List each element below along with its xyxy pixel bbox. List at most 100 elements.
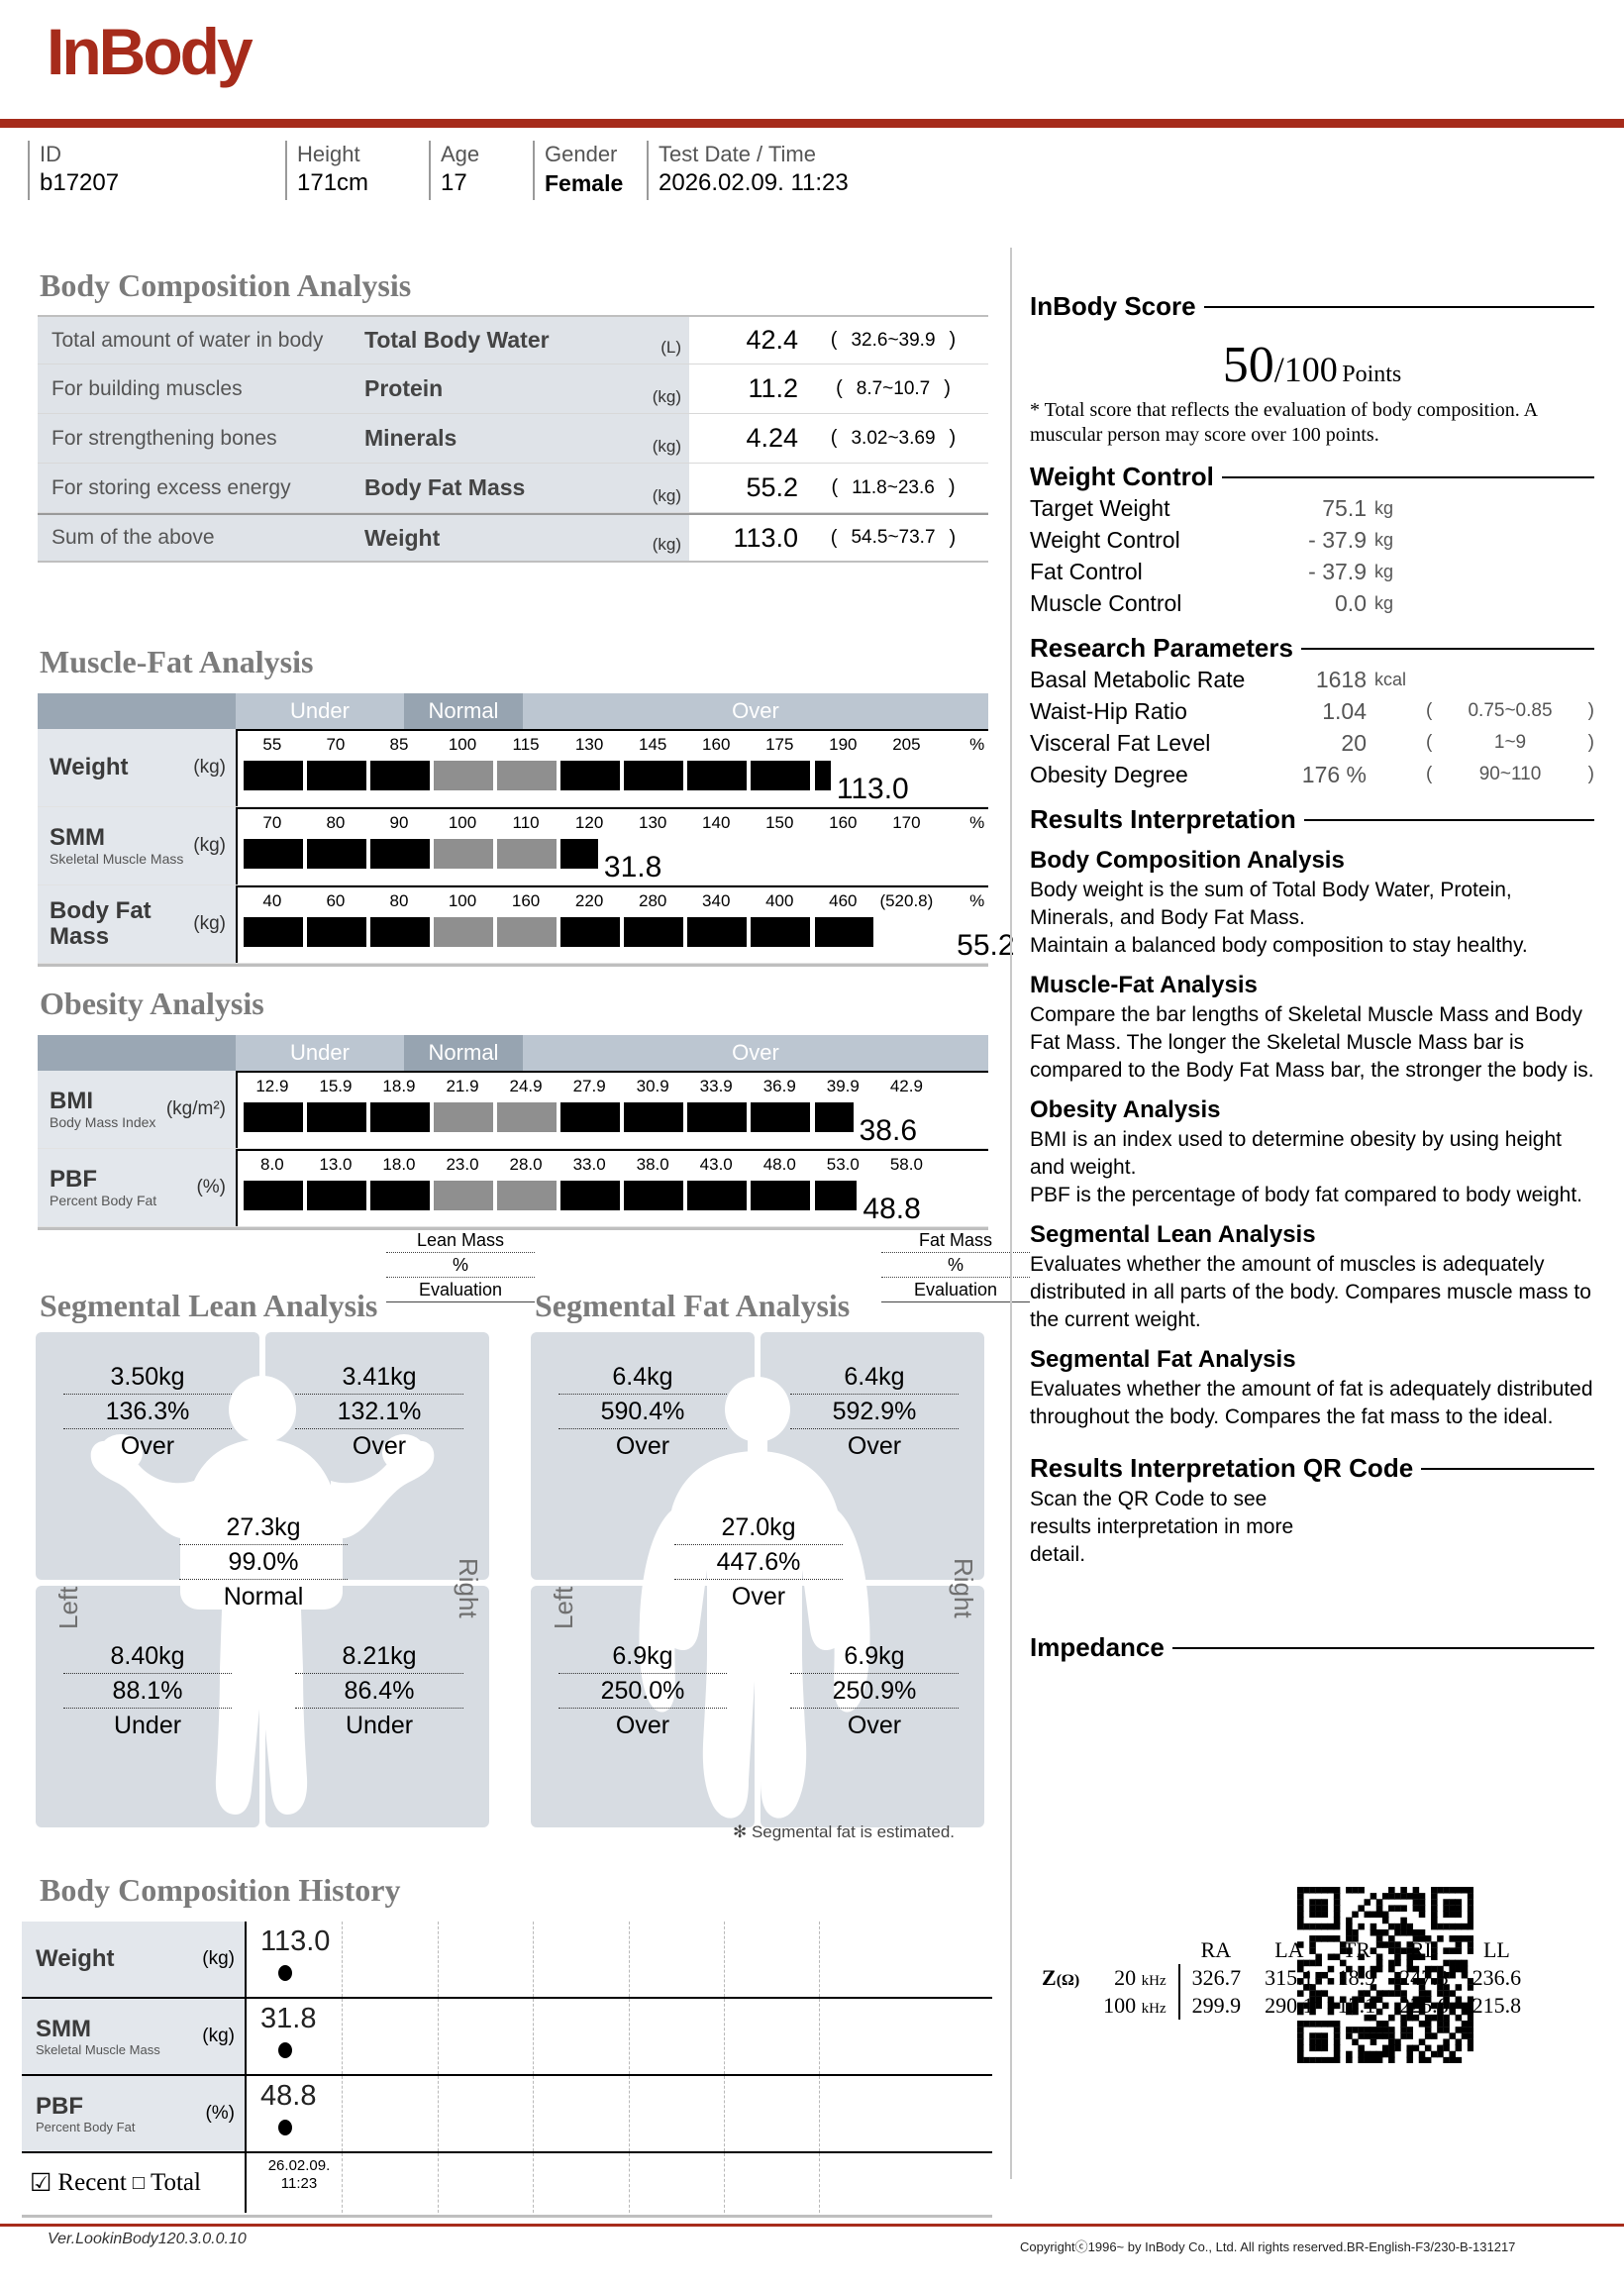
recent-label[interactable]: Recent	[57, 2169, 127, 2196]
axis-tick-label: 12.9	[255, 1077, 289, 1095]
row-value: - 37.9	[1308, 559, 1367, 584]
bar-segment	[751, 761, 811, 790]
bar-segment	[307, 917, 366, 947]
segment-right-arm-values: 3.41kg 132.1% Over	[295, 1360, 463, 1463]
info-value: Female	[545, 170, 624, 196]
chart-row: BMI Body Mass Index (kg/m²) 12.9 15.9 18.9 21.…	[38, 1071, 988, 1149]
axis-tick-label: 60	[326, 891, 346, 910]
plot-topline	[238, 729, 988, 731]
grid-line	[628, 1999, 630, 2074]
history-row-plot: 31.8	[245, 1999, 992, 2074]
info-value: 2026.02.09. 11:23	[659, 169, 849, 196]
row-unit: kg	[1374, 498, 1394, 518]
header-normal: Normal	[404, 693, 523, 729]
segment-mass: 8.40kg	[63, 1639, 232, 1674]
chart-row: Body Fat Mass (kg) 40 60 80 100 160 220 280 340 40…	[38, 885, 1015, 964]
row-label: Obesity Degree	[1030, 762, 1188, 787]
bar-segment	[244, 1181, 303, 1210]
interpretation-text: BMI is an index used to determine obesit…	[1030, 1128, 1582, 1206]
history-dates: 26.02.09. 11:23	[245, 2153, 992, 2213]
axis-tick-label: 53.0	[826, 1155, 860, 1174]
table-row: Sum of the above Weight (kg) 113.0 (54.5~73.…	[38, 513, 988, 563]
bar-segment	[814, 1181, 858, 1210]
axis-tick-label: 48.0	[762, 1155, 796, 1174]
row-value: 0.0	[1335, 590, 1367, 616]
bar-segment	[434, 917, 494, 947]
info-field-gender: Gender Female	[533, 141, 647, 200]
axis-tick-label: 130	[574, 735, 604, 754]
axis-tick-label: 340	[702, 891, 731, 910]
segment-mass: 3.50kg	[63, 1360, 232, 1395]
axis-tick-label: (520.8)	[879, 891, 934, 910]
segmental-lean-title: Segmental Lean Analysis	[40, 1288, 378, 1323]
segment-mass: 27.3kg	[179, 1510, 348, 1545]
rule	[1421, 1467, 1594, 1470]
history-scope-toggle[interactable]: ☑ Recent □ Total	[22, 2153, 245, 2213]
grid-line	[723, 2153, 725, 2213]
history-row-plot: 113.0	[245, 1922, 992, 1997]
segment-percent: 132.1%	[295, 1395, 463, 1429]
bar-segment	[497, 761, 558, 790]
bar-value: 55.2	[957, 929, 1015, 962]
chart-row-label: BMI Body Mass Index (kg/m²)	[38, 1071, 236, 1148]
legend-line: Fat Mass	[881, 1228, 1030, 1253]
bar-segment	[370, 1181, 431, 1210]
segment-left-leg-values: 8.40kg 88.1% Under	[63, 1639, 232, 1742]
axis-tick-label: 38.0	[636, 1155, 669, 1174]
row-unit: (kg)	[602, 515, 689, 561]
fat-legend: Fat Mass% Evaluation	[881, 1228, 1030, 1302]
axis-tick-label: 21.9	[446, 1077, 479, 1095]
row-range: (32.6~39.9)	[830, 329, 957, 351]
axis-tick-label: 190	[829, 735, 858, 754]
row-unit: (kg)	[602, 464, 689, 512]
table-row: For storing excess energy Body Fat Mass (k…	[38, 464, 988, 513]
axis-tick-label: 280	[638, 891, 667, 910]
metric-unit: (kg)	[193, 757, 226, 778]
interpretation-heading: Segmental Fat Analysis	[1030, 1346, 1296, 1373]
table-row: For building muscles Protein (kg) 11.2 (8.7~…	[38, 364, 988, 414]
bar-segment	[434, 761, 494, 790]
axis-tick-label: 140	[702, 813, 731, 832]
grid-line	[628, 1922, 630, 1997]
axis-tick-label: 70	[326, 735, 346, 754]
weight-control-label: Weight Control	[1030, 462, 1214, 491]
checkbox-checked-icon[interactable]: ☑	[30, 2170, 52, 2197]
row-range: (3.02~3.69)	[830, 427, 957, 449]
research-parameters-title: Research Parameters	[1030, 633, 1594, 664]
segment-evaluation: Over	[120, 1432, 175, 1460]
chart-bottom-rule	[38, 964, 988, 967]
value-bar	[238, 1102, 988, 1132]
research-parameters-label: Research Parameters	[1030, 633, 1293, 663]
bar-segment	[370, 917, 431, 947]
grid-line	[437, 1999, 439, 2074]
total-label[interactable]: Total	[150, 2169, 201, 2196]
segment-percent: 250.0%	[558, 1674, 727, 1709]
metric-name: SMM	[36, 2015, 91, 2042]
segment-percent: 590.4%	[558, 1395, 727, 1429]
header-blank	[38, 693, 236, 729]
row-name: Minerals	[364, 414, 602, 463]
segment-mass: 6.9kg	[558, 1639, 727, 1674]
info-field-test-date: Test Date / Time 2026.02.09. 11:23	[647, 141, 914, 200]
axis-tick-label: 13.0	[319, 1155, 353, 1174]
right-panel: InBody Score 50/100 Points * Total score…	[1030, 277, 1594, 1663]
interpretation-text: Evaluates whether the amount of fat is a…	[1030, 1378, 1593, 1428]
history-bottom-rule	[22, 2215, 992, 2218]
research-parameter-row: Obesity Degree 176 % (90~110)	[1030, 759, 1594, 790]
checkbox-unchecked-icon[interactable]: □	[132, 2171, 145, 2194]
axis-tick-label: 145	[638, 735, 667, 754]
impedance-value: 299.9	[1177, 1992, 1254, 2020]
metric-unit: (kg)	[193, 913, 226, 934]
legend-line: %	[881, 1253, 1030, 1278]
row-unit: kg	[1374, 530, 1394, 550]
axis-tick-label: 160	[702, 735, 731, 754]
row-range	[1426, 664, 1594, 695]
plot-topline	[238, 885, 988, 887]
research-parameter-row: Waist-Hip Ratio 1.04 (0.75~0.85)	[1030, 695, 1594, 727]
chart-row-plot: 12.9 15.9 18.9 21.9 24.9 27.9 30.9 33.9 36.9 39.9…	[236, 1071, 988, 1148]
bar-segment	[434, 839, 494, 869]
impedance-value: 225.6	[1399, 1993, 1449, 2018]
segment-evaluation: Over	[731, 1583, 786, 1611]
bar-segment	[624, 917, 684, 947]
axis-tick-label: 100	[448, 891, 477, 910]
